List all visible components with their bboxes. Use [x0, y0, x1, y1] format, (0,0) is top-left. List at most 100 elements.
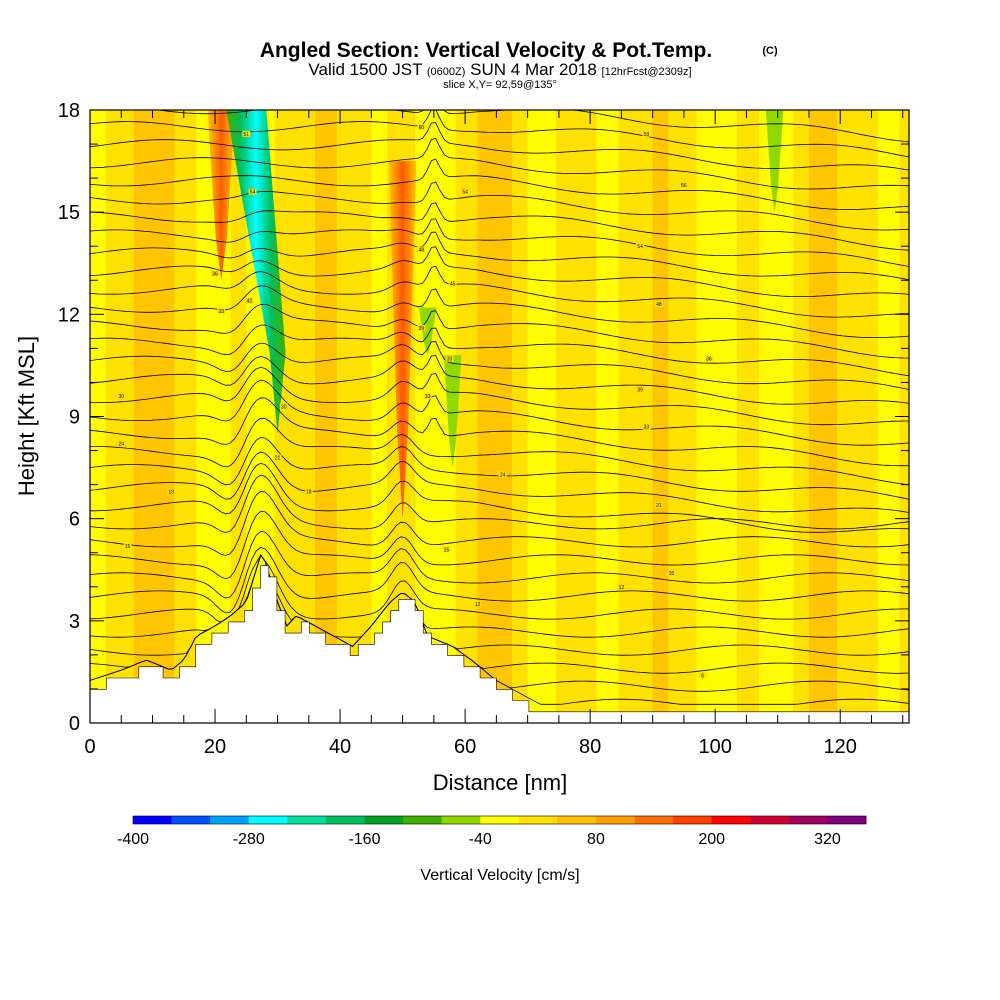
theta-contour	[90, 110, 909, 158]
theta-contour	[90, 462, 909, 533]
chart-title: Angled Section: Vertical Velocity & Pot.…	[260, 39, 712, 62]
contour-label: 15	[444, 547, 450, 553]
y-tick-label: 6	[69, 509, 80, 531]
velocity-field	[90, 110, 909, 723]
colorbar-swatch	[287, 816, 327, 824]
velocity-band	[371, 110, 388, 723]
theta-contour	[90, 122, 909, 171]
contour-label: 33	[447, 357, 453, 363]
velocity-band	[596, 110, 619, 723]
contour-label-bg	[417, 324, 426, 331]
velocity-band	[668, 110, 697, 723]
colorbar-swatch	[403, 816, 442, 824]
theta-contour	[90, 379, 909, 446]
contour-label: 15	[669, 571, 675, 577]
colorbar-swatch	[557, 816, 597, 824]
contour-label-bg	[279, 403, 288, 410]
velocity-band	[336, 110, 372, 723]
colorbar-tick-label: -400	[117, 831, 149, 848]
contour-label-bg	[498, 471, 507, 478]
contour-label: 24	[500, 472, 506, 478]
contour-label: 21	[656, 503, 662, 509]
velocity-band	[618, 110, 654, 723]
velocity-band	[696, 110, 738, 723]
colorbar-swatch	[248, 816, 288, 824]
y-tick-label: 15	[58, 202, 80, 224]
contour-label-bg	[417, 246, 426, 253]
contour-label: 56	[681, 183, 687, 189]
velocity-band	[808, 110, 838, 723]
theta-contour	[90, 138, 909, 190]
contour-label: 6	[701, 673, 704, 679]
contour-label: 12	[619, 585, 625, 591]
velocity-band	[837, 110, 879, 723]
contour-label-bg	[654, 301, 663, 308]
y-tick-label: 0	[69, 713, 80, 735]
velocity-band	[512, 110, 529, 723]
contour-label: 15	[125, 544, 131, 550]
colorbar-tick-label: 80	[587, 831, 605, 848]
contour-label-bg	[245, 297, 254, 304]
theta-contour	[90, 341, 909, 390]
colorbar-swatch	[480, 816, 520, 824]
colorbar-frame	[132, 815, 867, 825]
colorbar-swatch	[441, 816, 481, 824]
contour-label: 18	[168, 489, 174, 495]
colorbar-swatch	[364, 816, 404, 824]
colorbar-tick-label: -280	[233, 831, 265, 848]
velocity-band	[105, 110, 135, 723]
valid-time-line: Valid 1500 JST (0600Z) SUN 4 Mar 2018 [1…	[308, 60, 691, 79]
contour-label-bg	[242, 130, 251, 137]
velocity-streaks	[207, 110, 784, 519]
x-tick-label: 80	[579, 736, 601, 758]
contour-label-bg	[117, 440, 126, 447]
colorbar-swatch	[518, 816, 558, 824]
colorbar-tick-label: -160	[348, 831, 380, 848]
x-tick-label: 40	[329, 736, 351, 758]
contour-label-bg	[423, 393, 432, 400]
colorbar-label: Vertical Velocity [cm/s]	[420, 867, 579, 884]
colorbar-swatch	[325, 816, 365, 824]
contour-label-bg	[117, 393, 126, 400]
contour-label: 33	[425, 394, 431, 400]
velocity-band	[758, 110, 794, 723]
updraft-streak	[443, 355, 462, 468]
contour-labels: 30 24 18 15 36 33 42 51 54 30 21 18 48 39 33 33 15 12 60 54…	[117, 124, 713, 679]
theta-contour	[90, 303, 909, 359]
terrain	[90, 565, 909, 723]
theta-contour	[90, 202, 909, 251]
contour-label-bg	[167, 488, 176, 495]
colorbar-tick-label: 200	[698, 831, 725, 848]
contour-label: 21	[275, 455, 281, 461]
contour-label: 39	[637, 387, 643, 393]
valid-zulu: (0600Z)	[427, 66, 466, 78]
contour-label: 51	[244, 132, 250, 138]
contour-label: 18	[306, 489, 312, 495]
y-tick-label: 9	[69, 407, 80, 429]
contour-label: 33	[644, 425, 650, 431]
theta-contour	[90, 554, 909, 623]
theta-contour	[90, 285, 909, 338]
y-tick-label: 18	[58, 100, 80, 122]
theta-contour	[90, 355, 909, 405]
contour-label: 24	[118, 442, 124, 448]
x-tick-label: 60	[454, 736, 476, 758]
theta-contour	[90, 265, 909, 318]
contour-label-bg	[217, 307, 226, 314]
theta-contour	[90, 510, 909, 580]
contour-label: 30	[281, 404, 287, 410]
valid-prefix: Valid 1500 JST	[308, 60, 422, 79]
contour-label-bg	[636, 386, 645, 393]
contour-label: 36	[212, 271, 218, 277]
contour-label-bg	[448, 280, 457, 287]
contour-label: 45	[450, 282, 456, 288]
velocity-band	[737, 110, 760, 723]
colorbar-swatch	[171, 816, 211, 824]
velocity-band	[877, 110, 901, 723]
colorbar-swatch	[634, 816, 674, 824]
contour-label-bg	[211, 270, 220, 277]
contour-label: 54	[637, 244, 643, 250]
contour-label-bg	[654, 502, 663, 509]
theta-contour	[90, 181, 909, 231]
